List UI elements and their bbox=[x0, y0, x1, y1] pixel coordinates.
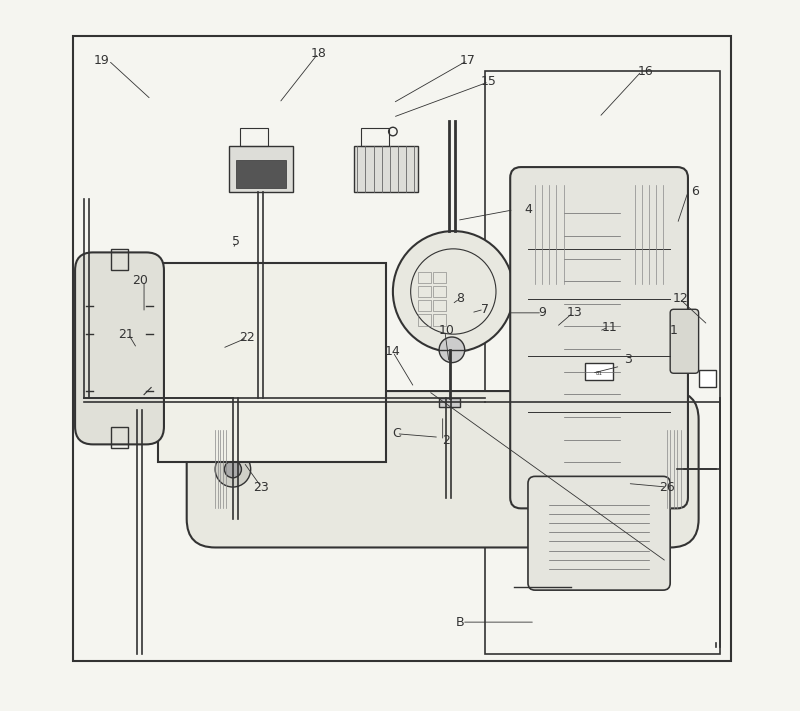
Text: 1: 1 bbox=[670, 324, 678, 337]
Bar bbox=[354, 146, 418, 192]
Bar bbox=[418, 272, 430, 283]
Circle shape bbox=[439, 337, 465, 363]
Text: 2: 2 bbox=[442, 434, 450, 447]
Text: 22: 22 bbox=[239, 331, 255, 344]
Circle shape bbox=[658, 461, 675, 478]
Circle shape bbox=[224, 461, 242, 478]
Text: 19: 19 bbox=[94, 54, 110, 67]
Bar bbox=[230, 146, 294, 192]
Text: 8: 8 bbox=[457, 292, 465, 305]
Bar bbox=[434, 314, 446, 326]
Bar bbox=[158, 263, 386, 462]
Text: 3: 3 bbox=[623, 353, 631, 365]
Circle shape bbox=[131, 382, 157, 407]
Bar bbox=[361, 128, 390, 146]
Bar bbox=[215, 370, 224, 378]
FancyBboxPatch shape bbox=[510, 167, 688, 508]
Text: 16: 16 bbox=[638, 65, 653, 77]
Text: 18: 18 bbox=[310, 47, 326, 60]
FancyBboxPatch shape bbox=[528, 476, 670, 590]
FancyBboxPatch shape bbox=[186, 391, 698, 547]
Text: 9: 9 bbox=[538, 306, 546, 319]
Bar bbox=[434, 300, 446, 311]
Bar bbox=[434, 286, 446, 297]
Bar bbox=[110, 249, 128, 270]
Bar bbox=[418, 300, 430, 311]
Text: 20: 20 bbox=[133, 274, 149, 287]
Circle shape bbox=[215, 451, 250, 487]
Bar bbox=[434, 272, 446, 283]
Text: 6: 6 bbox=[691, 186, 699, 198]
Text: 21: 21 bbox=[118, 328, 134, 341]
Bar bbox=[486, 71, 720, 654]
FancyBboxPatch shape bbox=[75, 252, 164, 444]
Bar bbox=[418, 286, 430, 297]
Bar bbox=[585, 363, 614, 380]
Text: 10: 10 bbox=[438, 324, 454, 337]
Bar bbox=[237, 160, 286, 188]
Bar bbox=[73, 36, 730, 661]
Text: 15: 15 bbox=[481, 75, 497, 88]
Text: 7: 7 bbox=[482, 303, 490, 316]
Circle shape bbox=[649, 451, 685, 487]
Bar bbox=[112, 403, 121, 409]
Text: 12: 12 bbox=[673, 292, 689, 305]
Text: 11: 11 bbox=[602, 321, 618, 333]
Circle shape bbox=[128, 379, 160, 410]
Text: 17: 17 bbox=[460, 54, 475, 67]
Text: 13: 13 bbox=[566, 306, 582, 319]
Text: B: B bbox=[456, 616, 465, 629]
Text: 26: 26 bbox=[658, 481, 674, 493]
Circle shape bbox=[393, 231, 514, 352]
Bar bbox=[698, 370, 716, 387]
Text: 5: 5 bbox=[233, 235, 241, 248]
Text: 23: 23 bbox=[254, 481, 270, 493]
Bar bbox=[439, 398, 461, 407]
Bar bbox=[240, 128, 269, 146]
Text: 81: 81 bbox=[595, 371, 602, 377]
Text: 14: 14 bbox=[385, 346, 401, 358]
FancyBboxPatch shape bbox=[670, 309, 698, 373]
Polygon shape bbox=[218, 370, 224, 378]
Bar bbox=[418, 314, 430, 326]
Text: C: C bbox=[392, 427, 401, 440]
Bar bbox=[110, 427, 128, 448]
Text: 4: 4 bbox=[524, 203, 532, 216]
